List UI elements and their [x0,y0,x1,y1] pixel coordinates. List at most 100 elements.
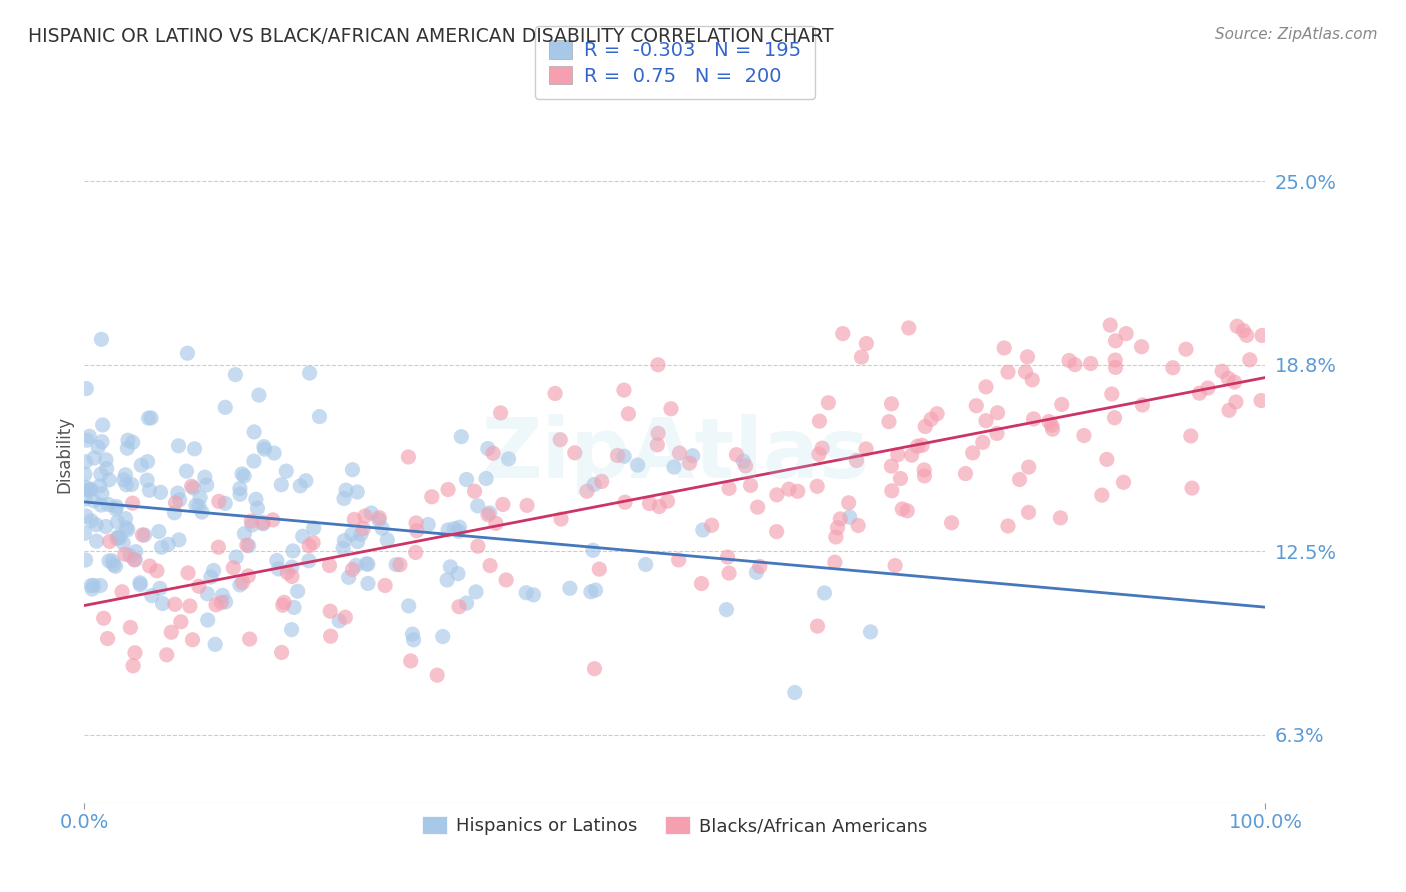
Point [678,456,700,470]
Point [648,500,671,514]
Point [745,566,768,580]
Point [900,448,922,462]
Point [766,488,789,502]
Point [121,435,143,450]
Point [75,492,97,507]
Point [464,484,486,499]
Point [298,539,321,553]
Point [855,442,877,456]
Point [1197,381,1219,395]
Point [1095,452,1118,467]
Point [1250,393,1272,408]
Point [240,514,263,528]
Point [194,470,217,484]
Point [368,510,391,524]
Point [350,527,373,541]
Point [318,558,340,573]
Point [98,554,121,568]
Point [437,523,460,537]
Point [824,555,846,569]
Point [117,441,139,455]
Point [402,632,425,647]
Point [1104,334,1126,348]
Point [550,512,572,526]
Point [276,464,298,478]
Point [239,632,262,646]
Point [287,584,309,599]
Point [734,458,756,473]
Point [105,531,128,545]
Point [962,446,984,460]
Point [396,450,419,464]
Point [974,380,997,394]
Point [75,553,97,567]
Point [1050,397,1073,411]
Point [180,479,202,493]
Point [447,524,470,539]
Point [129,458,152,473]
Point [290,479,312,493]
Point [778,482,800,496]
Point [385,558,408,572]
Point [80,483,103,497]
Legend: Hispanics or Latinos, Blacks/African Americans: Hispanics or Latinos, Blacks/African Ame… [415,809,935,842]
Point [295,474,318,488]
Point [806,479,828,493]
Point [298,366,321,380]
Point [247,388,270,402]
Point [897,321,920,335]
Point [388,558,411,572]
Point [515,585,537,599]
Point [1091,488,1114,502]
Point [262,513,284,527]
Point [682,449,704,463]
Point [112,536,135,550]
Point [1225,395,1247,409]
Point [160,625,183,640]
Point [399,654,422,668]
Point [205,598,228,612]
Point [343,512,366,526]
Point [1063,358,1085,372]
Point [807,447,830,461]
Point [492,498,515,512]
Point [283,600,305,615]
Point [747,500,769,515]
Point [360,506,382,520]
Point [1017,350,1039,364]
Point [166,486,188,500]
Point [846,518,869,533]
Point [986,426,1008,441]
Point [280,623,302,637]
Point [75,382,97,396]
Point [357,576,380,591]
Point [401,627,423,641]
Point [588,562,610,576]
Point [243,454,266,468]
Point [1018,505,1040,519]
Point [97,498,120,512]
Point [456,596,478,610]
Point [405,516,427,530]
Point [475,471,498,485]
Point [1042,422,1064,436]
Point [544,386,567,401]
Point [208,494,231,508]
Point [136,455,159,469]
Point [342,463,364,477]
Point [122,658,145,673]
Point [647,426,669,441]
Point [1018,460,1040,475]
Point [617,407,640,421]
Point [308,409,330,424]
Point [209,595,232,609]
Point [1226,319,1249,334]
Point [267,562,290,576]
Point [335,610,357,624]
Point [170,615,193,629]
Point [997,519,1019,533]
Point [1112,475,1135,490]
Point [117,434,139,448]
Point [356,557,378,571]
Point [169,492,191,507]
